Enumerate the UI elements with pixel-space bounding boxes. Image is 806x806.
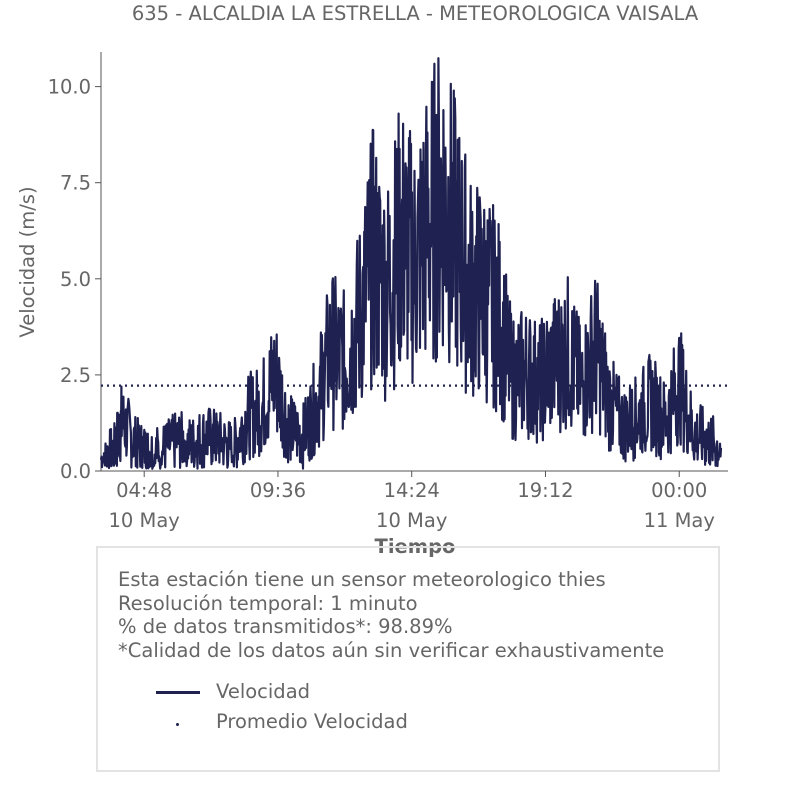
- x-tick-label: 09:36: [250, 479, 306, 502]
- x-tick-date-label: 11 May: [644, 509, 715, 532]
- x-tick-label: 04:48: [116, 479, 172, 502]
- ticks: 0.0 2.5 5.0 7.5 10.0 04:48 10 May 09:36 14:24 10 …: [48, 76, 715, 532]
- x-tick-date-label: 10 May: [109, 509, 180, 532]
- legend-line-swatch: [156, 691, 200, 694]
- x-tick-label: 14:24: [384, 479, 440, 502]
- info-sensor: Esta estación tiene un sensor meteorolog…: [118, 568, 606, 591]
- info-text: Esta estación tiene un sensor meteorolog…: [118, 568, 664, 662]
- chart-title: 635 - ALCALDIA LA ESTRELLA - METEOROLOGI…: [132, 2, 699, 25]
- y-tick-label: 7.5: [60, 172, 91, 195]
- x-tick-date-label: 10 May: [376, 509, 447, 532]
- series-group: [99, 57, 728, 470]
- legend-label-promedio: Promedio Velocidad: [216, 710, 408, 733]
- legend-dot-swatch: [176, 723, 179, 726]
- info-quality-note: *Calidad de los datos aún sin verificar …: [118, 638, 665, 662]
- legend-label-velocidad: Velocidad: [216, 680, 311, 703]
- info-resolution: Resolución temporal: 1 minuto: [118, 591, 418, 615]
- y-tick-label: 0.0: [60, 460, 91, 483]
- series-line-velocidad: [99, 57, 723, 470]
- x-tick-label: 00:00: [651, 479, 707, 502]
- x-tick-label: 19:12: [517, 479, 573, 502]
- info-box: Esta estación tiene un sensor meteorolog…: [96, 546, 720, 772]
- y-tick-label: 2.5: [60, 364, 91, 387]
- info-transmitted: % de datos transmitidos*: 98.89%: [118, 615, 453, 638]
- axes: [100, 52, 728, 472]
- y-tick-label: 10.0: [48, 76, 91, 99]
- y-axis-label: Velocidad (m/s): [16, 186, 39, 337]
- y-tick-label: 5.0: [60, 268, 91, 291]
